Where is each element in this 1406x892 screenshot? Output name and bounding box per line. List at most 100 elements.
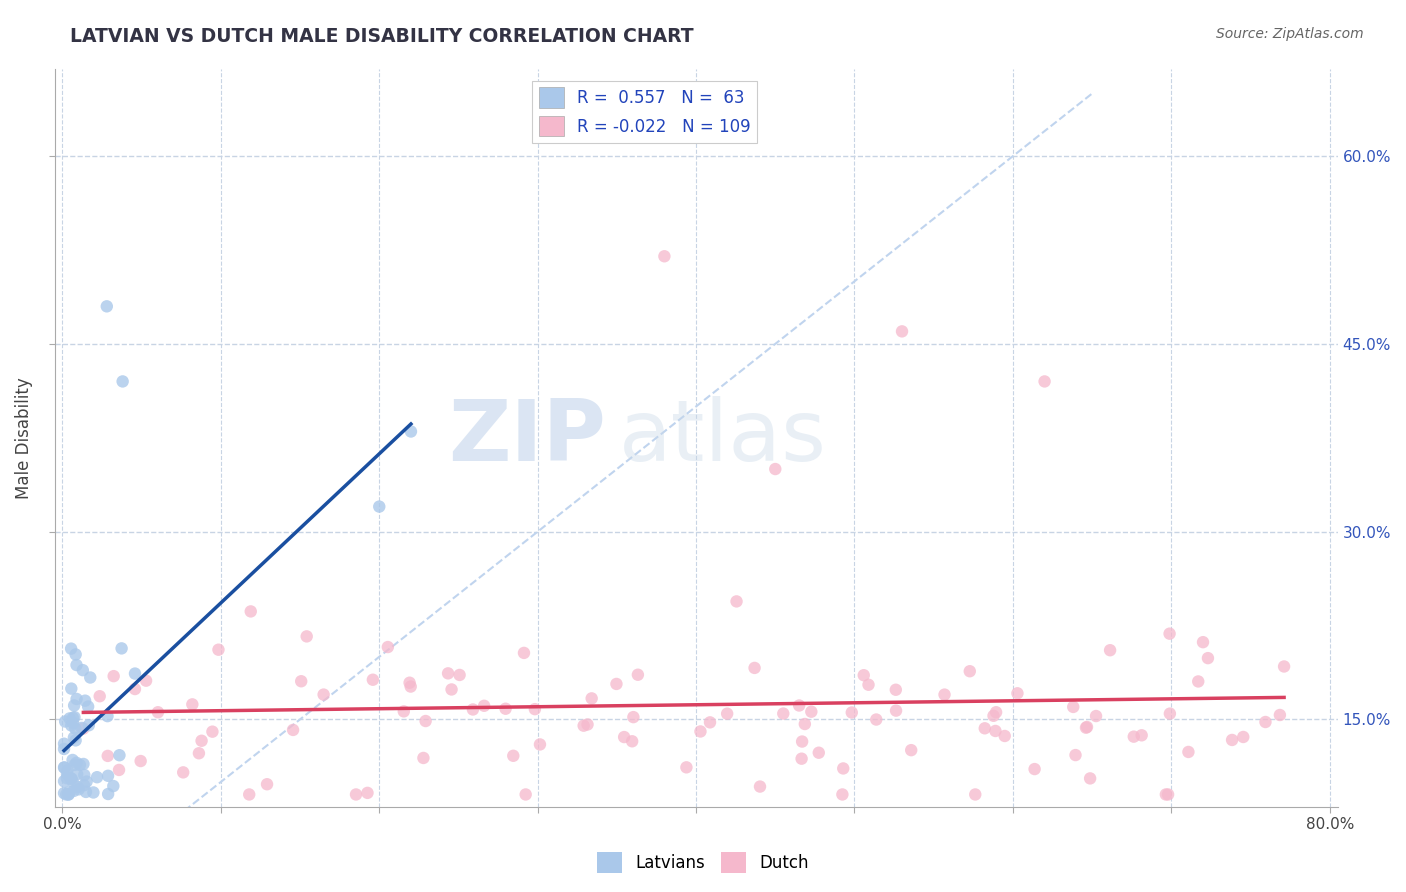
Point [1007, 686, 1029, 700]
Point [97, 787, 120, 801]
Point [1159, 706, 1181, 721]
Point [858, 678, 880, 692]
Point [1074, 721, 1097, 735]
Point [103, 779, 125, 793]
Point [108, 763, 131, 777]
Text: atlas: atlas [619, 396, 827, 479]
Point [513, 646, 536, 660]
Point [973, 721, 995, 735]
Point [744, 661, 766, 675]
Point [831, 788, 853, 802]
Point [56, 767, 79, 781]
Point [725, 594, 748, 608]
Point [62, 715, 84, 730]
Point [790, 752, 813, 766]
Point [60, 718, 83, 732]
Point [69, 758, 91, 772]
Point [77, 718, 100, 732]
Point [65, 756, 87, 770]
Legend: Latvians, Dutch: Latvians, Dutch [591, 846, 815, 880]
Point [238, 788, 260, 802]
Point [65, 658, 87, 673]
Point [75, 694, 97, 708]
Point [1220, 733, 1243, 747]
Point [82, 785, 104, 799]
Point [572, 719, 595, 733]
Point [58, 788, 80, 802]
Point [1157, 788, 1180, 802]
Point [984, 705, 1007, 719]
Point [290, 674, 312, 689]
Point [207, 642, 229, 657]
Legend: R =  0.557   N =  63, R = -0.022   N = 109: R = 0.557 N = 63, R = -0.022 N = 109 [531, 80, 758, 143]
Point [361, 673, 384, 687]
Point [793, 717, 815, 731]
Point [86, 770, 108, 784]
Point [529, 738, 551, 752]
Y-axis label: Male Disability: Male Disability [15, 377, 32, 499]
Point [983, 708, 1005, 723]
Point [689, 724, 711, 739]
Point [77, 699, 100, 714]
Point [63, 757, 86, 772]
Point [1076, 720, 1098, 734]
Point [852, 668, 875, 682]
Point [1197, 651, 1219, 665]
Point [53, 774, 76, 789]
Point [1085, 709, 1108, 723]
Point [621, 734, 644, 748]
Point [1024, 762, 1046, 776]
Point [256, 777, 278, 791]
Point [103, 669, 125, 683]
Point [1078, 772, 1101, 786]
Point [89, 690, 111, 704]
Point [56, 771, 79, 785]
Text: LATVIAN VS DUTCH MALE DISABILITY CORRELATION CHART: LATVIAN VS DUTCH MALE DISABILITY CORRELA… [70, 27, 695, 45]
Point [965, 788, 987, 802]
Point [1254, 714, 1277, 729]
Point [461, 702, 484, 716]
Point [356, 786, 378, 800]
Point [787, 698, 810, 713]
Point [832, 761, 855, 775]
Point [398, 675, 420, 690]
Point [60, 772, 83, 786]
Point [59, 772, 82, 786]
Point [62, 753, 84, 767]
Point [502, 748, 524, 763]
Point [181, 698, 204, 712]
Point [807, 746, 830, 760]
Point [146, 705, 169, 719]
Point [627, 667, 650, 681]
Point [581, 691, 603, 706]
Point [772, 706, 794, 721]
Point [59, 711, 82, 725]
Point [129, 754, 152, 768]
Point [76, 774, 98, 789]
Point [79, 671, 101, 685]
Point [187, 746, 209, 760]
Point [1130, 728, 1153, 742]
Point [891, 324, 914, 338]
Point [53, 760, 76, 774]
Point [994, 729, 1017, 743]
Point [1122, 730, 1144, 744]
Point [62, 711, 84, 725]
Point [675, 760, 697, 774]
Point [1192, 635, 1215, 649]
Point [392, 705, 415, 719]
Point [73, 768, 96, 782]
Point [190, 733, 212, 747]
Point [239, 604, 262, 618]
Point [72, 663, 94, 677]
Point [1062, 700, 1084, 714]
Point [344, 788, 367, 802]
Point [63, 698, 86, 713]
Point [523, 702, 546, 716]
Point [53, 714, 76, 729]
Point [884, 682, 907, 697]
Point [1064, 747, 1087, 762]
Point [281, 723, 304, 737]
Point [96, 709, 118, 723]
Point [415, 714, 437, 728]
